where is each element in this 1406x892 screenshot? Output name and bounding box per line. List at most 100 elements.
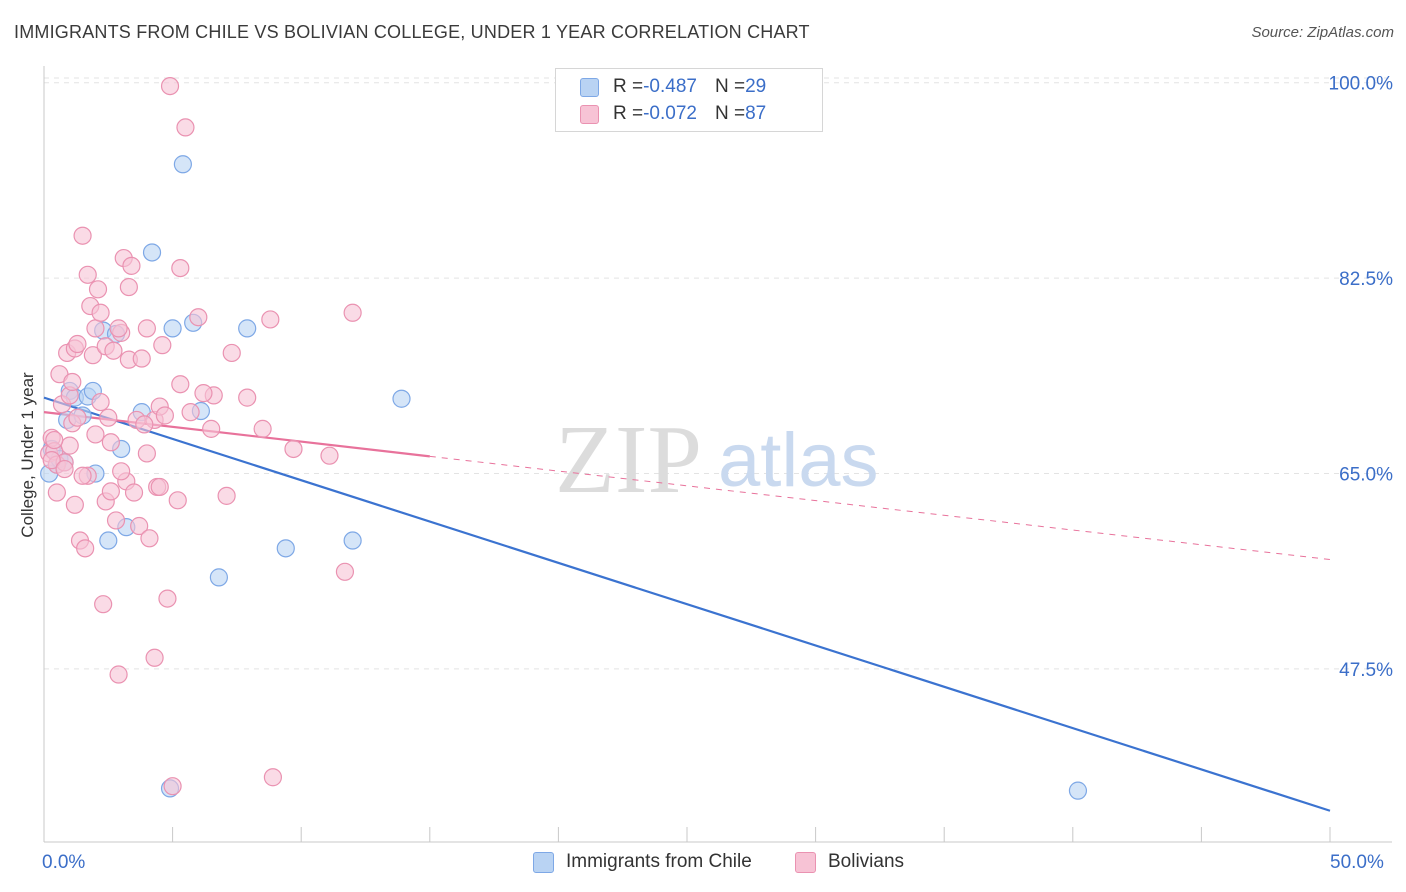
bolivian-point [99, 408, 118, 427]
chile-point [392, 389, 411, 408]
y-tick-label: 65.0% [1339, 465, 1393, 486]
legend-r-label: R = [613, 103, 644, 124]
bolivian-point [140, 529, 159, 548]
y-tick-label: 82.5% [1339, 269, 1393, 290]
bolivian-point [343, 303, 362, 322]
y-tick-label: 47.5% [1339, 660, 1393, 681]
legend-swatch-pink [795, 851, 816, 873]
bolivian-point [150, 477, 169, 497]
bolivian-point [137, 319, 156, 338]
bolivian-point [253, 419, 272, 438]
data-points [40, 76, 1088, 800]
bolivian-point [94, 595, 113, 614]
legend-r-value: -0.487 [643, 76, 697, 97]
legend-r-value: -0.072 [643, 103, 697, 124]
bolivian-point [42, 451, 61, 470]
bolivian-point [132, 349, 151, 368]
legend-row-chile: R = -0.487 N = 29 [580, 74, 766, 100]
chile-point [276, 539, 295, 558]
bolivian-point [145, 648, 164, 667]
bolivian-point [261, 310, 280, 329]
bolivian-point [109, 319, 128, 338]
bolivian-point [171, 258, 190, 278]
bolivian-point [119, 277, 138, 297]
bolivian-point [109, 665, 128, 684]
bolivian-point [163, 777, 182, 796]
bolivian-point [88, 280, 108, 299]
bolivian-point [91, 303, 110, 322]
watermark-atlas: atlas [718, 418, 879, 503]
bolivian-point [47, 483, 66, 502]
bolivian-point [60, 436, 79, 455]
legend-n-label: N = [714, 76, 746, 97]
bolivian-point [194, 384, 213, 403]
legend-label-chile: Immigrants from Chile [566, 851, 752, 872]
bolivian-point [189, 308, 208, 327]
bolivian-point [124, 483, 144, 502]
legend-n-value: 29 [745, 76, 767, 97]
legend-row-bolivians: R = -0.072 N = 87 [580, 101, 766, 127]
source-label: Source: ZipAtlas.com [1251, 24, 1394, 41]
stats-legend: R = -0.487 N = 29 R = -0.072 N = 87 [555, 68, 823, 132]
chile-point [1068, 781, 1088, 800]
bolivian-point [335, 562, 355, 581]
bolivian-point [76, 539, 95, 558]
bolivian-point [68, 408, 87, 427]
bolivian-point [68, 334, 87, 354]
bolivian-point [202, 419, 221, 438]
legend-item-chile[interactable]: Immigrants from Chile [533, 851, 752, 873]
legend-item-bolivians[interactable]: Bolivians [795, 851, 904, 873]
y-tick-labels: 47.5% 65.0% 82.5% 100.0% [1329, 74, 1394, 681]
bolivian-point [91, 392, 110, 412]
bolivian-point [176, 118, 195, 137]
legend-swatch-blue [533, 851, 554, 873]
bolivian-point [158, 589, 177, 608]
legend-swatch-pink [580, 104, 599, 124]
bolivian-point [78, 265, 97, 284]
bolivian-point [135, 415, 154, 434]
bolivian-point [130, 516, 149, 536]
legend-n-label: N = [714, 103, 746, 124]
chile-point [142, 243, 162, 262]
chile-point [163, 319, 182, 338]
series-legend: Immigrants from Chile Bolivians [0, 851, 1406, 877]
watermark-zip: ZIP [555, 406, 702, 514]
chile-point [343, 531, 362, 550]
bolivian-point [45, 430, 64, 450]
bolivian-point [122, 256, 141, 275]
bolivian-point [284, 439, 303, 459]
y-tick-label: 100.0% [1329, 74, 1394, 95]
bolivian-point [63, 372, 82, 392]
bolivian-point [153, 336, 172, 355]
bolivian-point [73, 466, 92, 485]
chile-point [238, 319, 257, 338]
legend-swatch-blue [580, 77, 599, 97]
bolivian-point [112, 462, 131, 481]
chile-point [173, 155, 192, 174]
bolivian-point [168, 491, 187, 510]
bolivian-point [101, 482, 120, 501]
chile-point [209, 568, 228, 587]
bolivian-point [73, 226, 92, 245]
legend-label-bolivians: Bolivians [828, 851, 905, 872]
bolivian-point [104, 341, 123, 360]
bolivian-point [238, 388, 257, 407]
bolivian-point [171, 375, 190, 394]
chart-title: IMMIGRANTS FROM CHILE VS BOLIVIAN COLLEG… [14, 22, 810, 42]
bolivian-point [160, 76, 180, 96]
bolivian-point [320, 446, 339, 465]
bolivian-point [55, 459, 74, 479]
bolivian-point [83, 346, 102, 365]
bolivian-point [106, 511, 126, 530]
legend-r-label: R = [613, 76, 644, 97]
x-tick-min: 0.0% [42, 852, 86, 873]
bolivian-point [181, 403, 200, 422]
bolivian-point [155, 406, 174, 425]
bolivian-point [263, 768, 283, 787]
bolivian-point [101, 433, 120, 452]
bolivian-point [65, 495, 84, 514]
bolivian-point [217, 486, 236, 505]
bolivian-point [86, 425, 105, 444]
bolivian-point [137, 444, 156, 463]
